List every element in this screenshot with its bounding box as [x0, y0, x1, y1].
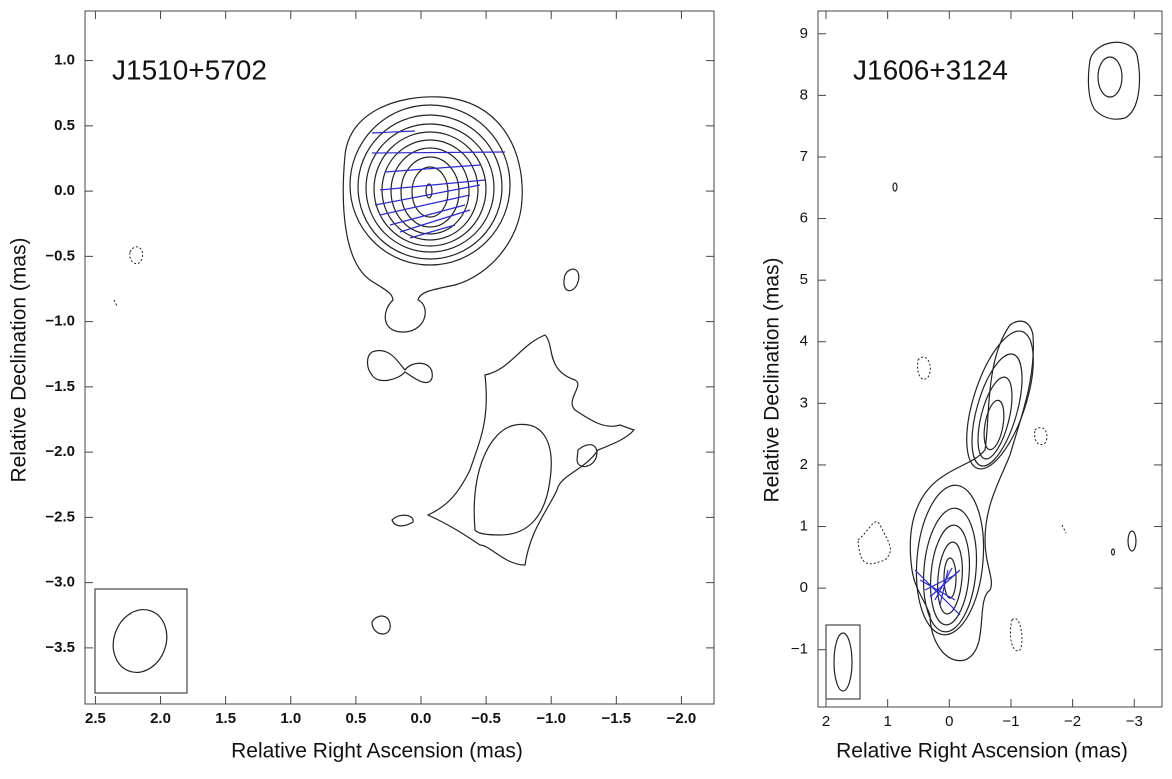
right-contours — [825, 41, 1141, 700]
y-tick-label: −2.5 — [45, 508, 75, 525]
y-axis-label: Relative Declination (mas) — [761, 257, 784, 502]
y-tick-label: −1 — [791, 641, 808, 658]
y-tick-label: −1.0 — [45, 313, 75, 330]
y-tick-label: 1 — [800, 518, 808, 535]
x-tick-label: 0 — [945, 713, 953, 730]
left-contours — [94, 96, 636, 694]
plot-frame — [84, 10, 715, 705]
x-tick-label: 2.5 — [85, 710, 106, 727]
y-tick-label: −1.5 — [45, 378, 75, 395]
y-tick-label: 7 — [800, 148, 808, 165]
y-axis-label: Relative Declination (mas) — [8, 237, 31, 482]
y-tick-label: 6 — [800, 210, 808, 227]
x-tick-label: −1.0 — [536, 710, 566, 727]
y-tick-label: −2.0 — [45, 443, 75, 460]
x-tick-label: −0.5 — [471, 710, 501, 727]
x-axis-label: Relative Right Ascension (mas) — [836, 740, 1128, 763]
x-tick-label: −1.5 — [602, 710, 632, 727]
x-tick-label: 1.0 — [280, 710, 301, 727]
y-tick-label: 0 — [800, 579, 808, 596]
x-tick-label: −2.0 — [667, 710, 697, 727]
x-tick-label: 1.5 — [215, 710, 236, 727]
chart-title: J1606+3124 — [853, 54, 1008, 85]
y-tick-label: 4 — [800, 333, 808, 350]
y-tick-label: 0.0 — [54, 182, 75, 199]
y-tick-label: 5 — [800, 271, 808, 288]
x-tick-label: −3 — [1126, 713, 1143, 730]
y-tick-label: −3.0 — [45, 574, 75, 591]
y-tick-label: 0.5 — [54, 117, 75, 134]
x-tick-label: −2 — [1064, 713, 1081, 730]
x-tick-label: −1 — [1002, 713, 1019, 730]
x-tick-label: 0.0 — [411, 710, 432, 727]
x-tick-label: 0.5 — [345, 710, 366, 727]
x-axis-label: Relative Right Ascension (mas) — [231, 740, 523, 763]
plot-frame — [817, 10, 1163, 708]
x-tick-label: 1 — [883, 713, 891, 730]
x-tick-label: 2 — [822, 713, 830, 730]
y-tick-label: −0.5 — [45, 247, 75, 264]
y-tick-label: 1.0 — [54, 52, 75, 69]
y-tick-label: 2 — [800, 456, 808, 473]
y-tick-label: 3 — [800, 394, 808, 411]
chart-title: J1510+5702 — [112, 54, 267, 85]
x-tick-label: 2.0 — [150, 710, 171, 727]
y-tick-label: 9 — [800, 25, 808, 42]
y-tick-label: −3.5 — [45, 639, 75, 656]
y-tick-label: 8 — [800, 86, 808, 103]
